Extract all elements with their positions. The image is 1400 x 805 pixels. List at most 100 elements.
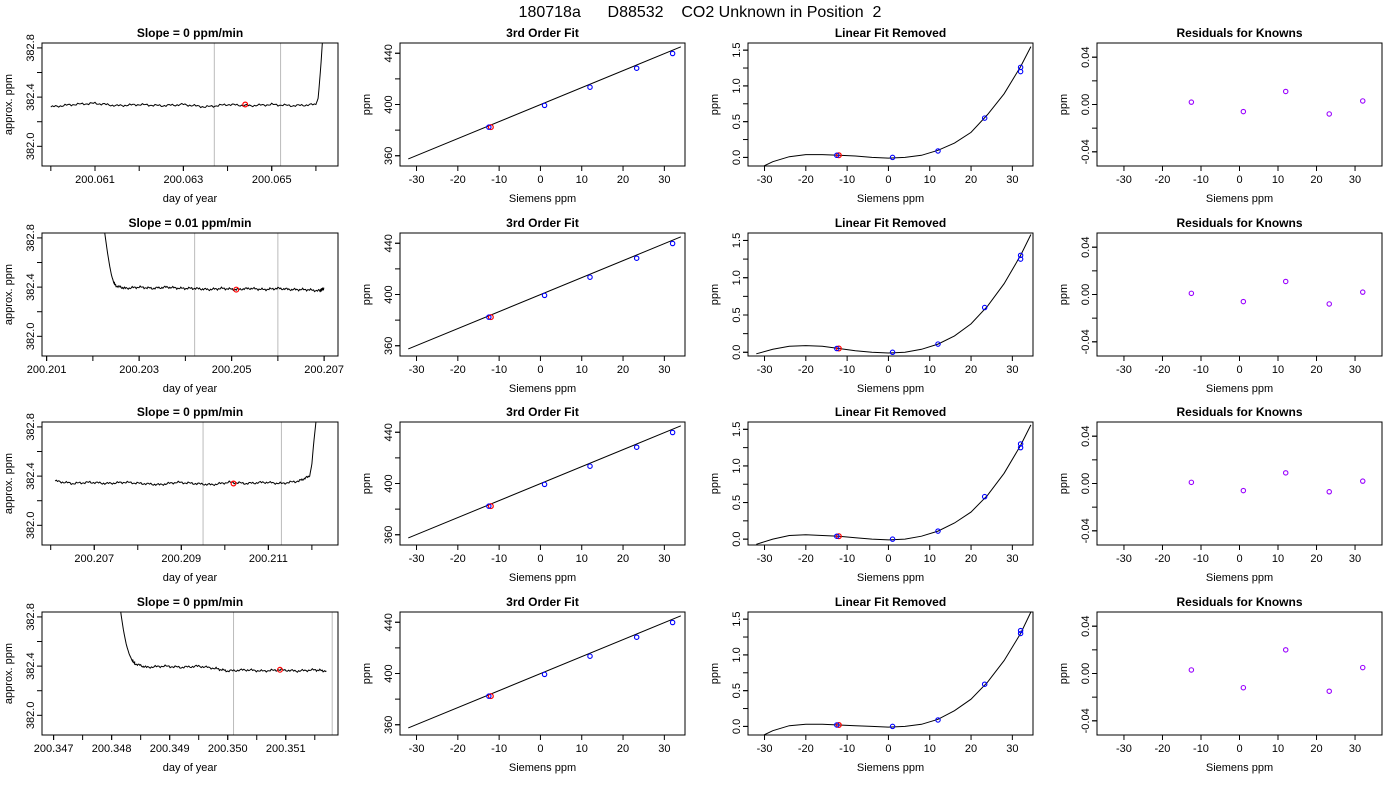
- data-point: [1282, 88, 1289, 95]
- data-point: [1017, 64, 1024, 71]
- data-point: [981, 493, 988, 500]
- panel-1-4: Residuals for Knowns -30 -20 -10 0 10 20 30 -0.0…: [1058, 26, 1383, 205]
- panel-title: Residuals for Knowns: [1176, 216, 1302, 230]
- y-axis-label: ppm: [361, 284, 373, 305]
- x-tick-label: 20: [1310, 553, 1322, 565]
- y-tick-label: 382.8: [25, 224, 37, 252]
- x-tick-label: -20: [1155, 364, 1171, 376]
- x-tick-label: 200.063: [163, 174, 203, 186]
- x-tick-label: 10: [1272, 364, 1284, 376]
- plot-data: [756, 234, 1032, 356]
- y-tick-label: 0.0: [731, 719, 743, 734]
- x-tick-label: 200.211: [249, 553, 288, 565]
- plot-data: [408, 425, 682, 539]
- data-point: [587, 463, 593, 469]
- panel-title: Linear Fit Removed: [835, 216, 946, 230]
- x-tick-label: -20: [798, 174, 814, 186]
- x-tick-label: 0: [537, 174, 543, 186]
- panel-2-2: 3rd Order Fit -30 -20 -10 0 10 20 30 360 400 440 Si…: [361, 216, 686, 395]
- x-tick-label: -10: [1193, 364, 1209, 376]
- x-tick-label: -30: [1116, 743, 1132, 755]
- data-point: [935, 528, 941, 534]
- unknown-point: [487, 314, 494, 321]
- x-tick-label: 0: [885, 553, 891, 565]
- x-tick-label: -30: [409, 174, 425, 186]
- y-axis-label: ppm: [1058, 663, 1070, 684]
- y-tick-label: 0.0: [731, 345, 743, 360]
- data-point: [1017, 68, 1024, 75]
- x-tick-label: 10: [576, 553, 588, 565]
- y-tick-label: 0.0: [731, 531, 743, 546]
- x-tick-label: -20: [1155, 553, 1171, 565]
- panel-title: Slope = 0 ppm/min: [137, 595, 243, 609]
- x-axis-label: Siemens ppm: [1206, 762, 1273, 774]
- x-tick-label: -20: [450, 364, 466, 376]
- x-tick-label: 20: [965, 743, 977, 755]
- x-tick-label: 200.203: [119, 364, 159, 376]
- data-point: [834, 722, 840, 728]
- y-axis-label: ppm: [709, 284, 721, 305]
- x-tick-label: -20: [450, 174, 466, 186]
- panel-3-2: 3rd Order Fit -30 -20 -10 0 10 20 30 360 400 440 Si…: [361, 405, 686, 584]
- x-tick-label: -10: [491, 364, 507, 376]
- x-tick-label: 0: [885, 364, 891, 376]
- x-tick-label: -10: [491, 553, 507, 565]
- plot-frame: [1096, 42, 1383, 167]
- data-point: [669, 50, 676, 57]
- y-axis-label: ppm: [709, 473, 721, 494]
- y-tick-label: 382.4: [25, 273, 37, 301]
- data-point: [1188, 290, 1195, 297]
- y-tick-label: 400: [383, 474, 395, 492]
- unknown-point: [487, 124, 494, 131]
- y-tick-label: 440: [383, 44, 395, 62]
- panel-title: 3rd Order Fit: [506, 216, 579, 230]
- x-tick-label: -30: [757, 364, 773, 376]
- data-point: [1359, 664, 1366, 671]
- unknown-point: [835, 345, 842, 352]
- x-tick-label: 10: [1272, 553, 1284, 565]
- x-tick-label: 200.209: [161, 553, 201, 565]
- x-tick-label: 20: [617, 174, 629, 186]
- x-tick-label: -10: [491, 174, 507, 186]
- series-line: [54, 422, 317, 487]
- panel-3-1: Slope = 0 ppm/min 200.207 200.209 200.211 38…: [3, 405, 339, 584]
- data-point: [1188, 99, 1195, 105]
- plot-frame: [41, 421, 339, 546]
- y-tick-label: 1.5: [731, 233, 743, 248]
- y-tick-label: 382.0: [25, 133, 37, 161]
- x-tick-label: 30: [1349, 553, 1361, 565]
- y-tick-label: 360: [383, 716, 395, 734]
- x-tick-label: -20: [1155, 743, 1171, 755]
- x-tick-label: 0: [537, 553, 543, 565]
- x-tick-label: -20: [798, 364, 814, 376]
- x-tick-label: 30: [1006, 743, 1018, 755]
- y-axis-label: ppm: [709, 94, 721, 115]
- data-point: [981, 304, 988, 311]
- data-point: [1017, 444, 1024, 451]
- x-tick-label: 200.347: [34, 743, 74, 755]
- data-point: [935, 717, 941, 723]
- x-tick-label: 200.349: [150, 743, 190, 755]
- data-point: [633, 634, 640, 640]
- y-tick-label: 382.8: [25, 603, 37, 631]
- x-tick-label: -10: [839, 364, 855, 376]
- y-tick-label: 382.0: [25, 323, 37, 351]
- y-tick-label: 360: [383, 337, 395, 355]
- data-point: [541, 671, 548, 678]
- y-tick-label: 440: [383, 613, 395, 631]
- y-tick-label: 1.0: [731, 78, 743, 93]
- data-point: [541, 292, 548, 299]
- x-tick-label: 30: [658, 553, 670, 565]
- x-tick-label: -20: [798, 553, 814, 565]
- x-tick-label: 0: [1236, 174, 1242, 186]
- y-tick-label: 400: [383, 285, 395, 303]
- plot-data: [408, 236, 682, 350]
- data-point: [1017, 256, 1024, 262]
- x-tick-label: 10: [924, 174, 936, 186]
- panel-3-3: Linear Fit Removed -30 -20 -10 0 10 20 30 0.0 0.5…: [709, 405, 1034, 584]
- x-axis-label: day of year: [163, 762, 218, 774]
- y-tick-label: 360: [383, 526, 395, 544]
- x-tick-label: -20: [450, 553, 466, 565]
- data-point: [1282, 647, 1289, 653]
- data-point: [1326, 688, 1332, 694]
